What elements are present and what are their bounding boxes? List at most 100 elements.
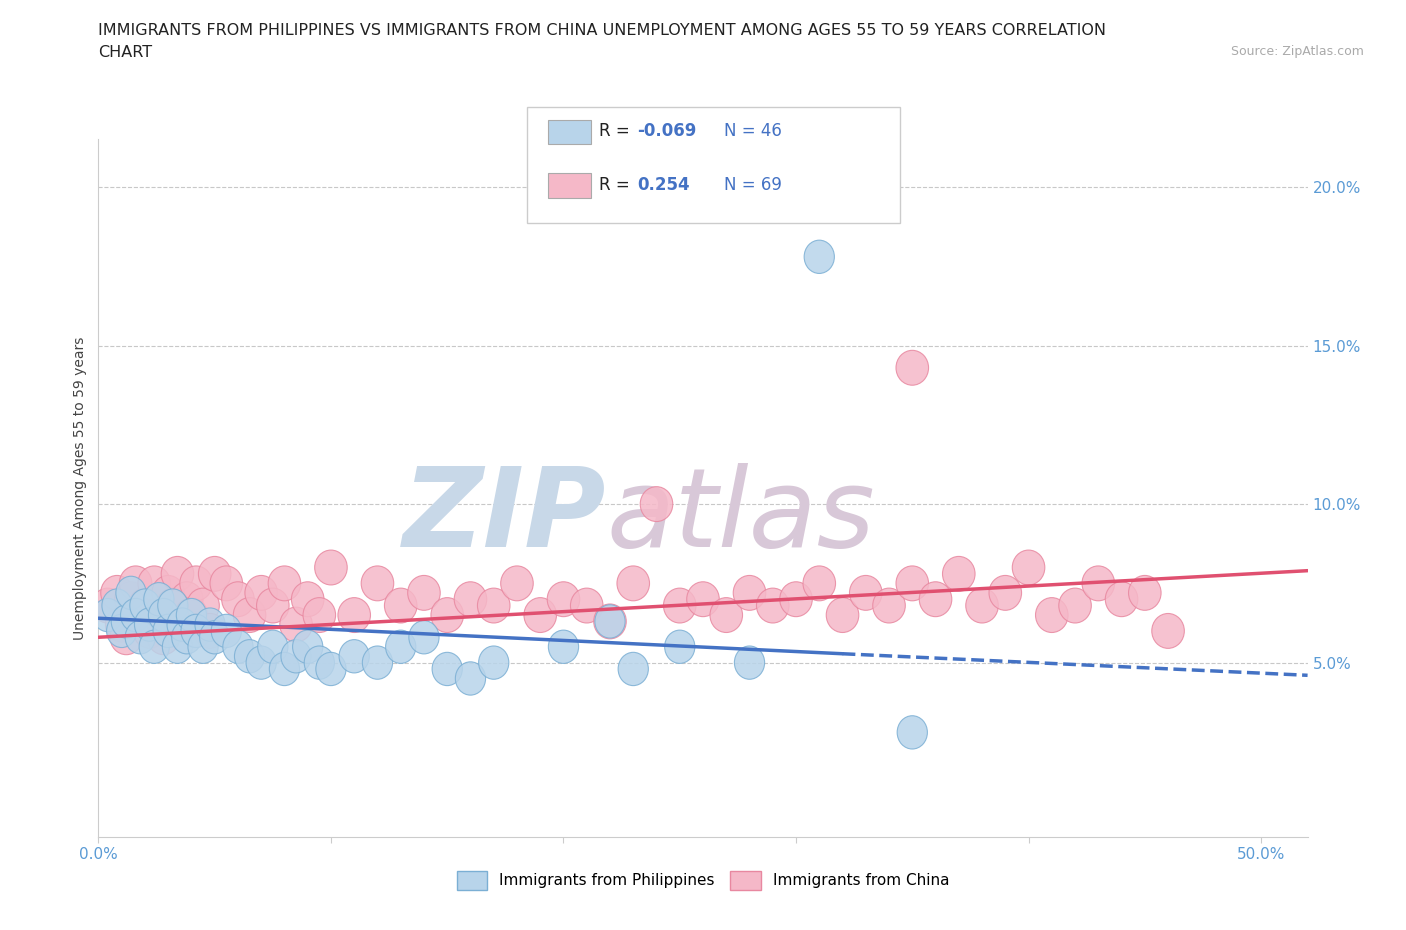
Ellipse shape	[281, 640, 311, 673]
Ellipse shape	[105, 607, 138, 642]
Text: ZIP: ZIP	[402, 462, 606, 570]
Ellipse shape	[91, 588, 124, 623]
Ellipse shape	[897, 716, 928, 749]
Ellipse shape	[988, 576, 1022, 610]
Text: R =: R =	[599, 122, 636, 140]
Ellipse shape	[101, 589, 132, 622]
Ellipse shape	[849, 576, 882, 610]
Ellipse shape	[456, 662, 485, 695]
Ellipse shape	[432, 598, 464, 632]
Ellipse shape	[156, 588, 190, 623]
Text: Source: ZipAtlas.com: Source: ZipAtlas.com	[1230, 45, 1364, 58]
Ellipse shape	[966, 588, 998, 623]
Ellipse shape	[1035, 598, 1069, 632]
Ellipse shape	[1105, 582, 1137, 617]
Ellipse shape	[152, 576, 184, 610]
Ellipse shape	[827, 598, 859, 632]
Ellipse shape	[245, 576, 277, 610]
Ellipse shape	[139, 631, 169, 663]
Ellipse shape	[547, 582, 579, 617]
Text: N = 46: N = 46	[724, 122, 782, 140]
Ellipse shape	[478, 646, 509, 679]
Ellipse shape	[200, 620, 229, 654]
Ellipse shape	[316, 652, 346, 685]
Ellipse shape	[101, 576, 134, 610]
Ellipse shape	[142, 598, 176, 632]
Ellipse shape	[111, 604, 142, 638]
Ellipse shape	[157, 589, 188, 622]
Ellipse shape	[269, 566, 301, 601]
Ellipse shape	[180, 566, 212, 601]
Ellipse shape	[1012, 550, 1045, 585]
Ellipse shape	[222, 631, 253, 663]
Ellipse shape	[873, 588, 905, 623]
Ellipse shape	[153, 615, 183, 647]
Ellipse shape	[257, 631, 288, 663]
Ellipse shape	[896, 351, 928, 385]
Ellipse shape	[409, 620, 439, 654]
Ellipse shape	[640, 486, 673, 522]
Ellipse shape	[756, 588, 789, 623]
Ellipse shape	[235, 640, 264, 673]
Ellipse shape	[246, 646, 277, 679]
Ellipse shape	[339, 640, 370, 673]
Ellipse shape	[361, 566, 394, 601]
Ellipse shape	[198, 556, 231, 591]
Ellipse shape	[315, 550, 347, 585]
Ellipse shape	[734, 646, 765, 679]
Ellipse shape	[665, 631, 695, 663]
Ellipse shape	[188, 631, 218, 663]
Ellipse shape	[686, 582, 720, 617]
Ellipse shape	[1152, 614, 1184, 648]
Ellipse shape	[896, 566, 928, 601]
Ellipse shape	[478, 588, 510, 623]
Ellipse shape	[181, 615, 211, 647]
Ellipse shape	[432, 652, 463, 685]
Ellipse shape	[385, 631, 416, 663]
Legend: Immigrants from Philippines, Immigrants from China: Immigrants from Philippines, Immigrants …	[450, 865, 956, 896]
Ellipse shape	[162, 631, 193, 663]
Text: IMMIGRANTS FROM PHILIPPINES VS IMMIGRANTS FROM CHINA UNEMPLOYMENT AMONG AGES 55 : IMMIGRANTS FROM PHILIPPINES VS IMMIGRANT…	[98, 23, 1107, 38]
Ellipse shape	[110, 619, 142, 655]
Text: N = 69: N = 69	[724, 176, 782, 193]
Ellipse shape	[710, 598, 742, 632]
Ellipse shape	[93, 598, 122, 631]
Ellipse shape	[280, 607, 312, 642]
Ellipse shape	[571, 588, 603, 623]
Ellipse shape	[304, 646, 335, 679]
Ellipse shape	[138, 566, 170, 601]
Ellipse shape	[1059, 588, 1091, 623]
Ellipse shape	[384, 588, 418, 623]
Ellipse shape	[1083, 566, 1115, 601]
Ellipse shape	[304, 598, 336, 632]
Ellipse shape	[291, 582, 323, 617]
Ellipse shape	[120, 566, 152, 601]
Ellipse shape	[143, 582, 174, 616]
Ellipse shape	[1129, 576, 1161, 610]
Ellipse shape	[176, 598, 207, 631]
Ellipse shape	[548, 631, 579, 663]
Ellipse shape	[593, 604, 626, 639]
Ellipse shape	[942, 556, 976, 591]
Ellipse shape	[524, 598, 557, 632]
Ellipse shape	[134, 614, 166, 648]
Ellipse shape	[780, 582, 813, 617]
Ellipse shape	[107, 615, 136, 647]
Text: 0.254: 0.254	[637, 176, 689, 193]
Ellipse shape	[115, 582, 148, 617]
Ellipse shape	[734, 576, 766, 610]
Ellipse shape	[920, 582, 952, 617]
Ellipse shape	[617, 566, 650, 601]
Ellipse shape	[176, 598, 208, 632]
Ellipse shape	[115, 577, 146, 609]
Ellipse shape	[256, 588, 290, 623]
Ellipse shape	[170, 582, 202, 617]
Ellipse shape	[125, 620, 156, 654]
Ellipse shape	[222, 582, 254, 617]
Ellipse shape	[124, 598, 156, 632]
Ellipse shape	[166, 607, 198, 642]
Ellipse shape	[233, 598, 266, 632]
Ellipse shape	[211, 615, 242, 647]
Ellipse shape	[595, 604, 626, 638]
Ellipse shape	[167, 608, 197, 641]
